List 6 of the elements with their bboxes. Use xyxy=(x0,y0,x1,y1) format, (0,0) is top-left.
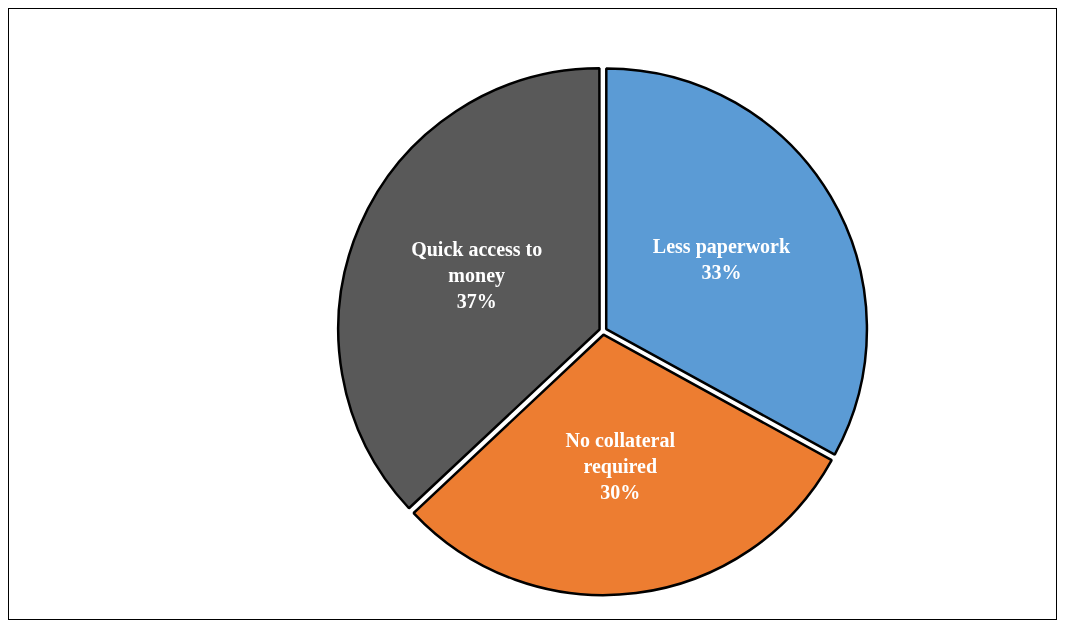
slice-label: Less paperwork xyxy=(652,235,791,259)
data-label: 30% xyxy=(600,480,641,503)
slice-label: No collateral required xyxy=(565,428,676,478)
slice-label: Quick access to money xyxy=(411,237,543,287)
data-label: 33% xyxy=(701,261,742,284)
data-label: 37% xyxy=(456,289,497,312)
